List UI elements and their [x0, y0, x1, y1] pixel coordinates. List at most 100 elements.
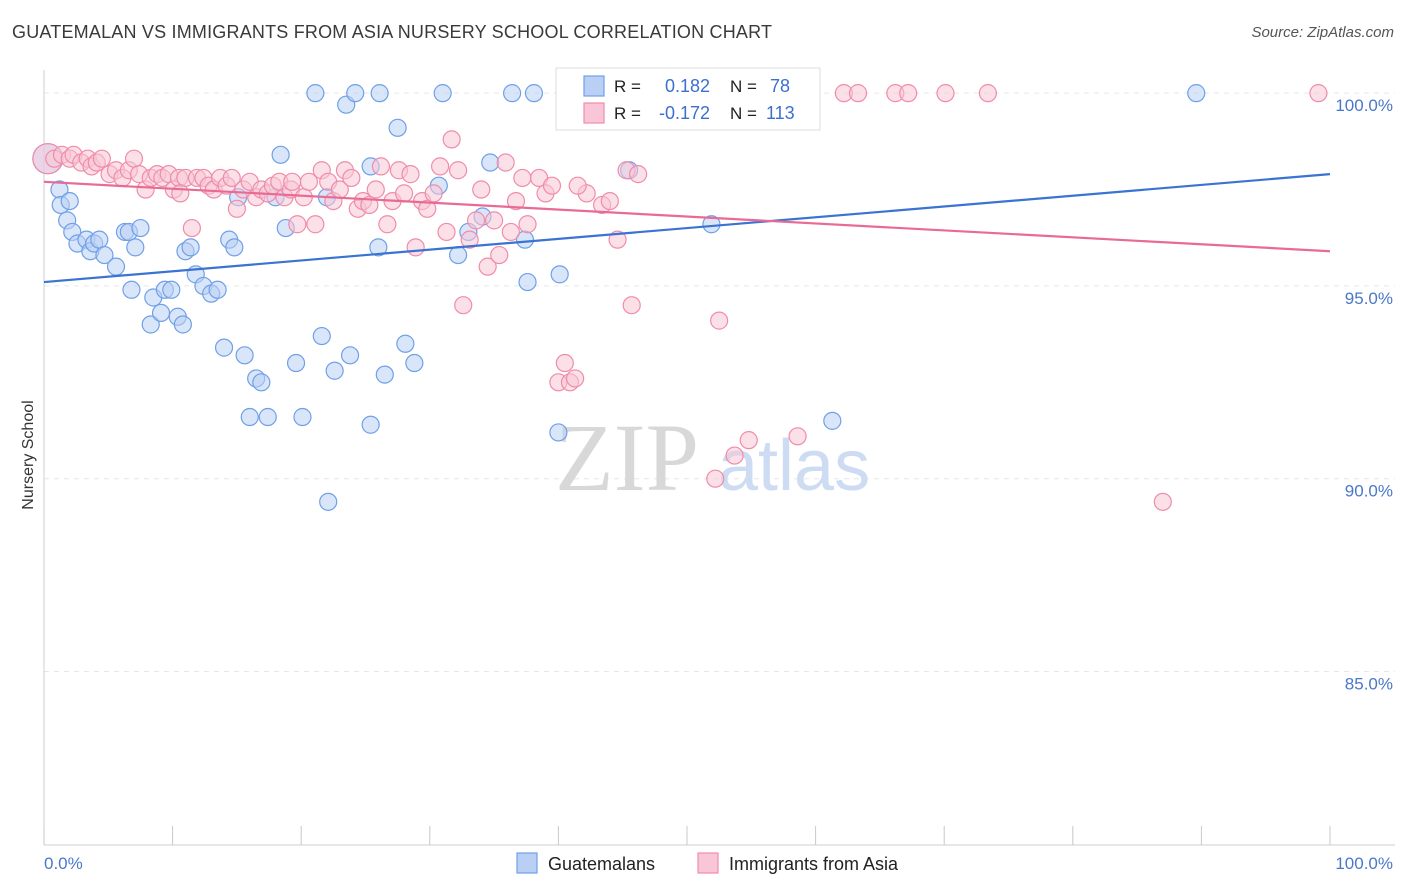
point-immigrants-asia — [92, 149, 111, 168]
point-guatemalans — [131, 218, 150, 238]
legend-swatch-asia — [583, 102, 605, 124]
x-tick-label-min: 0.0% — [44, 854, 83, 873]
point-immigrants-asia — [478, 257, 497, 276]
point-immigrants-asia — [430, 157, 450, 176]
point-guatemalans — [95, 245, 114, 265]
point-immigrants-asia — [182, 218, 201, 238]
stats-legend: R = 0.182 N = 78 R = -0.172 N = 113 — [555, 67, 821, 131]
point-immigrants-asia — [288, 215, 307, 234]
legend-n-label-1: N = — [730, 77, 757, 96]
point-guatemalans — [306, 84, 325, 103]
legend-n-value-2: 113 — [766, 103, 795, 123]
legend-n-label-2: N = — [730, 104, 757, 123]
point-guatemalans — [173, 315, 192, 334]
legend-swatch-guatemalans — [583, 75, 605, 97]
point-guatemalans — [518, 272, 537, 292]
point-immigrants-asia — [424, 184, 443, 203]
point-guatemalans — [271, 145, 290, 164]
point-guatemalans — [141, 315, 160, 334]
point-guatemalans — [258, 407, 277, 427]
point-guatemalans — [106, 257, 126, 276]
legend-r-label-1: R = — [614, 77, 641, 96]
point-guatemalans — [481, 153, 500, 172]
point-guatemalans — [370, 84, 389, 103]
point-guatemalans — [214, 338, 234, 357]
point-guatemalans — [549, 423, 568, 442]
legend-r-label-2: R = — [614, 104, 641, 123]
point-guatemalans — [405, 353, 424, 373]
point-immigrants-asia — [490, 245, 509, 265]
point-immigrants-asia — [608, 230, 627, 249]
point-immigrants-asia — [406, 238, 425, 257]
point-immigrants-asia — [710, 311, 729, 330]
point-guatemalans — [1187, 84, 1206, 103]
point-guatemalans — [208, 280, 227, 299]
point-guatemalans — [503, 84, 522, 103]
point-immigrants-asia — [600, 191, 619, 211]
y-tick-label: 95.0% — [1345, 289, 1393, 308]
point-immigrants-asia — [401, 165, 420, 184]
point-immigrants-asia — [706, 469, 725, 488]
trend-line-guatemalans — [43, 173, 1331, 284]
point-guatemalans — [319, 492, 338, 511]
point-guatemalans — [312, 326, 331, 346]
point-guatemalans — [524, 84, 544, 103]
point-immigrants-asia — [899, 84, 918, 103]
point-guatemalans — [252, 373, 271, 392]
point-guatemalans — [225, 238, 244, 257]
point-immigrants-asia — [622, 296, 641, 315]
chart-title: GUATEMALAN VS IMMIGRANTS FROM ASIA NURSE… — [12, 22, 773, 42]
legend-n-value-1: 78 — [770, 76, 790, 96]
point-guatemalans — [388, 118, 407, 137]
watermark-zip: ZIP — [555, 404, 699, 511]
point-immigrants-asia — [342, 168, 361, 188]
point-immigrants-asia — [371, 157, 391, 176]
point-immigrants-asia — [506, 191, 526, 211]
point-guatemalans — [240, 407, 259, 427]
point-immigrants-asia — [418, 199, 437, 218]
point-guatemalans — [286, 353, 306, 373]
point-guatemalans — [293, 407, 312, 427]
point-immigrants-asia — [283, 172, 302, 191]
source-label: Source: ZipAtlas.com — [1251, 24, 1394, 41]
point-immigrants-asia — [1309, 84, 1328, 103]
x-ticks — [43, 826, 1331, 845]
point-immigrants-asia — [555, 353, 574, 373]
point-guatemalans — [181, 238, 200, 257]
y-tick-labels: 100.0% 95.0% 90.0% 85.0% — [1335, 96, 1393, 693]
point-immigrants-asia — [394, 184, 414, 203]
point-immigrants-asia — [378, 215, 397, 234]
point-guatemalans — [369, 238, 388, 257]
y-tick-label: 85.0% — [1345, 674, 1393, 693]
point-guatemalans — [151, 303, 171, 323]
point-immigrants-asia — [466, 211, 486, 230]
point-guatemalans — [340, 346, 360, 365]
point-guatemalans — [162, 280, 181, 299]
point-guatemalans — [375, 365, 394, 384]
point-immigrants-asia — [485, 211, 504, 230]
point-immigrants-asia — [513, 168, 532, 188]
point-guatemalans — [396, 334, 415, 353]
bottom-legend-asia: Immigrants from Asia — [729, 854, 899, 874]
point-immigrants-asia — [725, 446, 744, 465]
point-immigrants-asia — [454, 296, 473, 315]
point-immigrants-asia — [739, 431, 758, 450]
point-guatemalans — [448, 245, 468, 265]
point-guatemalans — [122, 280, 141, 299]
point-guatemalans — [433, 84, 452, 103]
bottom-legend: Guatemalans Immigrants from Asia — [516, 852, 899, 874]
point-immigrants-asia — [848, 84, 868, 103]
point-immigrants-asia — [227, 199, 246, 218]
bottom-legend-swatch-guatemalans — [516, 852, 538, 874]
point-immigrants-asia — [788, 427, 807, 446]
point-immigrants-asia — [366, 180, 385, 199]
point-immigrants-asia — [171, 184, 190, 203]
legend-r-value-2: -0.172 — [659, 103, 710, 123]
point-immigrants-asia — [306, 215, 325, 234]
point-guatemalans — [550, 265, 569, 284]
point-guatemalans — [126, 238, 145, 257]
point-immigrants-asia — [936, 84, 955, 103]
point-immigrants-asia — [566, 369, 585, 388]
point-guatemalans — [90, 230, 109, 249]
